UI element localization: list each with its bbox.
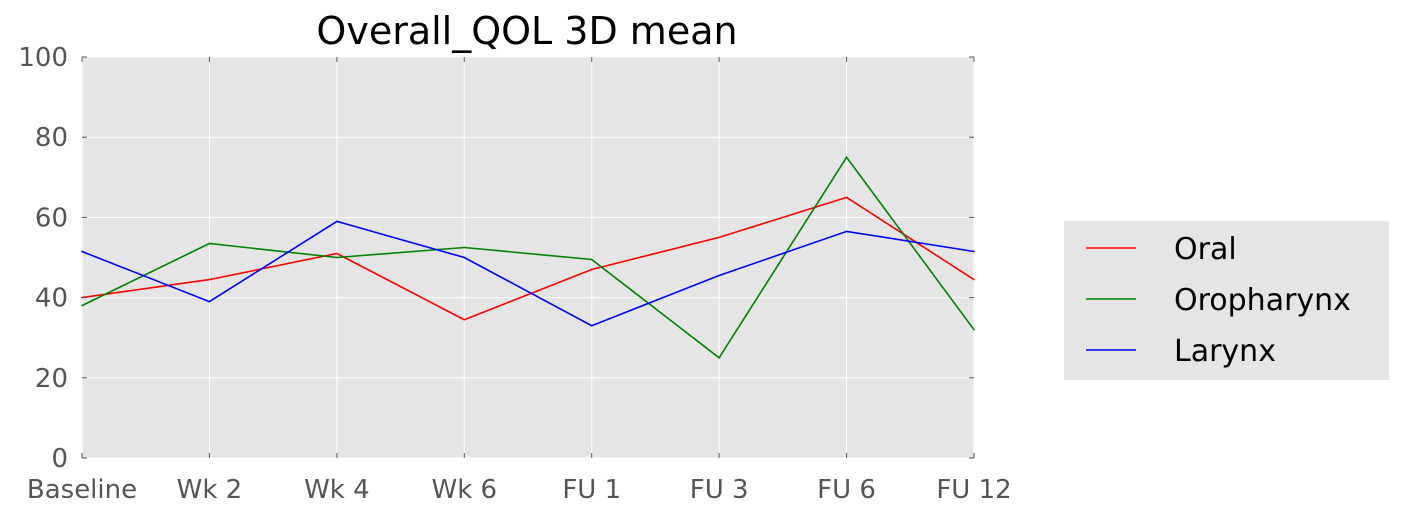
y-tick-label: 20 (35, 364, 68, 394)
y-tick-label: 80 (35, 123, 68, 153)
y-tick-label: 100 (18, 43, 68, 73)
legend-label: Oral (1174, 232, 1237, 267)
data-point (718, 236, 720, 239)
data-point (81, 250, 83, 253)
data-point (590, 324, 593, 327)
data-point (463, 246, 466, 249)
data-point (845, 230, 848, 233)
y-tick-label: 0 (51, 444, 68, 474)
series-line-oropharynx (81, 155, 975, 359)
x-tick-label: Wk 2 (177, 475, 243, 505)
data-point (718, 274, 720, 277)
data-point (336, 220, 338, 223)
x-tick-label: Wk 6 (431, 475, 497, 505)
data-point (336, 256, 338, 259)
data-point (81, 304, 83, 307)
legend-label: Oropharynx (1174, 283, 1351, 318)
x-tick-label: Wk 4 (304, 475, 370, 505)
series-line-larynx (81, 220, 975, 327)
data-point (590, 258, 593, 261)
x-tick-label: Baseline (27, 475, 137, 505)
data-point (208, 278, 211, 281)
axis-ticks: 0 20 40 60 80 100 Baseline Wk 2 Wk 4 Wk 6 FU 1 FU 3… (18, 43, 1011, 505)
x-tick-label: FU 6 (817, 475, 876, 505)
grid (81, 56, 975, 459)
y-tick-label: 60 (35, 203, 68, 233)
x-tick-label: FU 12 (936, 475, 1011, 505)
data-point (973, 278, 975, 281)
series-lines (81, 155, 975, 359)
data-point (973, 328, 975, 331)
data-point (208, 242, 211, 245)
chart-title: Overall_QOL 3D mean (316, 9, 737, 53)
x-tick-label: FU 1 (562, 475, 621, 505)
data-point (590, 268, 593, 271)
data-point (973, 250, 975, 253)
legend: Oral Oropharynx Larynx (1064, 221, 1389, 380)
data-point (845, 196, 848, 199)
data-point (463, 318, 466, 321)
data-point (336, 252, 338, 255)
y-tick-label: 40 (35, 284, 68, 314)
plot-area (82, 57, 974, 458)
data-point (208, 300, 211, 303)
data-point (463, 256, 466, 259)
data-point (845, 156, 848, 159)
data-point (718, 356, 720, 359)
legend-label: Larynx (1174, 334, 1276, 369)
series-line-oral (81, 196, 975, 321)
x-tick-label: FU 3 (690, 475, 749, 505)
